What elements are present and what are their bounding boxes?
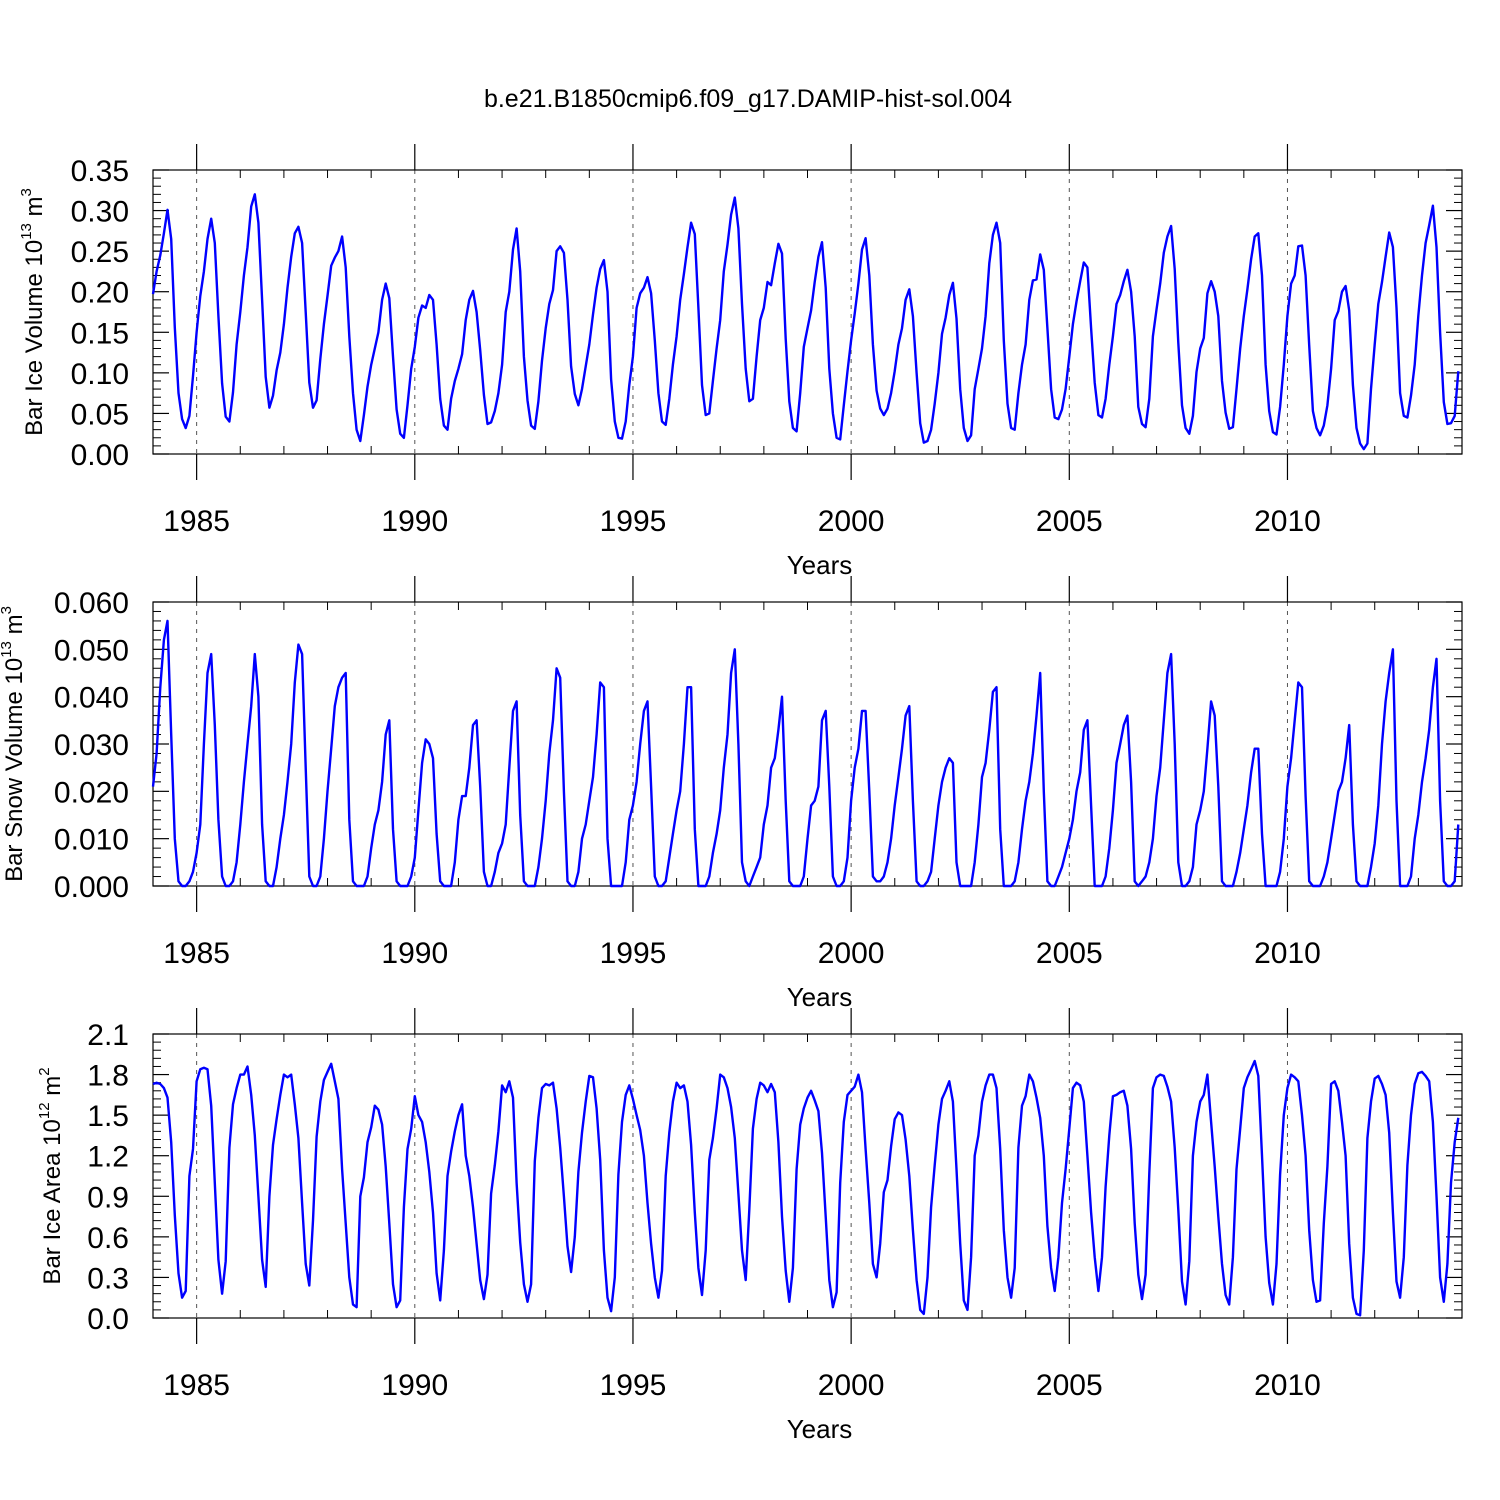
chart-panel-1: 0.00 0.05 0.10 0.15 0.20 0.25 0.30 0.35 1985 1990… [18, 144, 1463, 580]
x-tick-label: 1995 [600, 505, 667, 538]
y-tick-label: 0.6 [87, 1222, 129, 1255]
y-tick-label: 1.2 [87, 1141, 129, 1174]
y-tick-label: 0.3 [87, 1262, 129, 1295]
y-tick-label: 0.15 [71, 317, 129, 350]
y-tick-label: 0.020 [54, 776, 129, 809]
series-line [152, 1059, 1460, 1317]
x-tick-label: 1990 [381, 1369, 448, 1402]
x-tick-label: 1995 [600, 937, 667, 970]
y-tick-label: 1.8 [87, 1060, 129, 1093]
chart-panel-2: 0.000 0.010 0.020 0.030 0.040 0.050 0.060 1985 1… [0, 576, 1463, 1012]
y-axis-label: Bar Ice Area 1012 m2 [36, 1067, 66, 1284]
x-tick-label: 1985 [163, 937, 230, 970]
y-tick-label: 0.9 [87, 1181, 129, 1214]
x-tick-label: 2010 [1254, 937, 1321, 970]
x-tick-label: 2000 [818, 937, 885, 970]
y-tick-label: 0.20 [71, 277, 129, 310]
y-tick-label: 0.030 [54, 729, 129, 762]
x-tick-label: 2010 [1254, 1369, 1321, 1402]
y-tick-label: 0.060 [54, 587, 129, 620]
y-tick-label: 0.25 [71, 236, 129, 269]
y-tick-label: 0.050 [54, 634, 129, 667]
x-tick-label: 2010 [1254, 505, 1321, 538]
y-tick-label: 0.10 [71, 358, 129, 391]
x-axis-label: Years [787, 550, 853, 580]
chart-panel-3: 0.0 0.3 0.6 0.9 1.2 1.5 1.8 2.1 1985 1990 1995 2000… [36, 1008, 1463, 1444]
y-tick-label: 0.35 [71, 155, 129, 188]
y-tick-label: 0.05 [71, 398, 129, 431]
x-tick-label: 1995 [600, 1369, 667, 1402]
panels: 0.00 0.05 0.10 0.15 0.20 0.25 0.30 0.35 1985 1990… [0, 144, 1463, 1444]
y-tick-label: 0.00 [71, 439, 129, 472]
y-tick-label: 0.040 [54, 682, 129, 715]
y-tick-label: 2.1 [87, 1019, 129, 1052]
y-tick-label: 1.5 [87, 1100, 129, 1133]
y-tick-label: 0.30 [71, 196, 129, 229]
series-line [151, 619, 1460, 888]
x-tick-label: 1990 [381, 505, 448, 538]
y-axis-label: Bar Ice Volume 1013 m3 [18, 188, 48, 436]
y-axis-label: Bar Snow Volume 1013 m3 [0, 606, 28, 882]
x-tick-label: 2005 [1036, 505, 1103, 538]
x-tick-label: 1985 [163, 1369, 230, 1402]
figure-title: b.e21.B1850cmip6.f09_g17.DAMIP-hist-sol.… [484, 85, 1012, 113]
x-tick-label: 1990 [381, 937, 448, 970]
x-tick-label: 2000 [818, 1369, 885, 1402]
x-tick-label: 2005 [1036, 937, 1103, 970]
x-axis-label: Years [787, 982, 853, 1012]
y-tick-label: 0.010 [54, 824, 129, 857]
x-tick-label: 2005 [1036, 1369, 1103, 1402]
x-tick-label: 1985 [163, 505, 230, 538]
plot-frame [152, 169, 1463, 455]
x-axis-label: Years [787, 1414, 853, 1444]
series-line [151, 193, 1460, 451]
x-tick-label: 2000 [818, 505, 885, 538]
y-tick-label: 0.000 [54, 871, 129, 904]
y-tick-label: 0.0 [87, 1303, 129, 1336]
